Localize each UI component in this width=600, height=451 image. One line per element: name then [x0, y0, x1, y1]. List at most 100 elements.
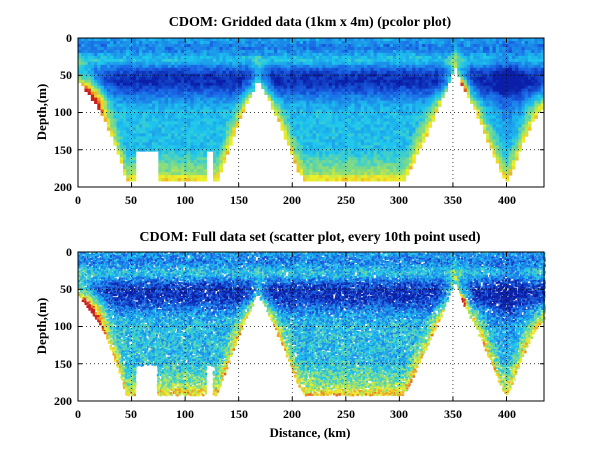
heatmap-cell [319, 64, 323, 69]
heatmap-cell [335, 88, 339, 93]
heatmap-cell [219, 52, 224, 57]
heatmap-cell [418, 130, 423, 134]
heatmap-cell [277, 109, 281, 113]
heatmap-cell [216, 106, 220, 110]
heatmap-cell [190, 79, 195, 84]
heatmap-cell [347, 64, 352, 69]
heatmap-cell [386, 115, 391, 119]
heatmap-cell [425, 64, 429, 69]
heatmap-cell [463, 55, 468, 60]
heatmap-cell [196, 175, 201, 179]
heatmap-cell [370, 49, 375, 54]
heatmap-cell [347, 109, 352, 113]
heatmap-cell [238, 100, 243, 104]
heatmap-cell [225, 106, 230, 110]
heatmap-cell [135, 85, 140, 90]
heatmap-cell [200, 76, 204, 81]
heatmap-cell [161, 43, 166, 48]
heatmap-cell [222, 52, 227, 57]
heatmap-cell [135, 64, 140, 69]
heatmap-cell [203, 103, 207, 107]
heatmap-cell [129, 172, 134, 176]
heatmap-cell [225, 58, 230, 63]
heatmap-cell [139, 43, 143, 48]
heatmap-cell [200, 100, 204, 104]
heatmap-cell [161, 91, 166, 96]
heatmap-cell [476, 91, 481, 96]
heatmap-cell [126, 157, 130, 161]
heatmap-cell [479, 97, 484, 101]
heatmap-cell [360, 124, 365, 128]
heatmap-cell [357, 172, 362, 176]
heatmap-cell [505, 52, 510, 57]
heatmap-cell [122, 61, 127, 66]
heatmap-cell [190, 151, 195, 155]
heatmap-cell [466, 79, 471, 84]
heatmap-cell [437, 46, 442, 51]
heatmap-cell [319, 43, 323, 48]
heatmap-cell [161, 46, 166, 51]
heatmap-cell [229, 127, 233, 131]
heatmap-cell [142, 136, 146, 140]
heatmap-cell [209, 97, 214, 101]
heatmap-cell [132, 157, 137, 161]
heatmap-cell [421, 73, 426, 78]
heatmap-cell [312, 157, 317, 161]
heatmap-cell [97, 88, 101, 93]
heatmap-cell [373, 160, 378, 164]
heatmap-cell [351, 166, 355, 170]
heatmap-cell [203, 85, 207, 90]
heatmap-cell [142, 79, 146, 84]
heatmap-cell [457, 67, 461, 72]
heatmap-cell [354, 82, 358, 87]
heatmap-cell [270, 64, 275, 69]
heatmap-cell [399, 124, 403, 128]
heatmap-cell [274, 64, 278, 69]
heatmap-cell [97, 61, 101, 66]
heatmap-cell [119, 127, 124, 131]
heatmap-cell [180, 76, 185, 81]
heatmap-cell [299, 46, 304, 51]
heatmap-cell [322, 142, 326, 146]
heatmap-cell [383, 103, 387, 107]
heatmap-cell [113, 94, 117, 98]
heatmap-cell [331, 64, 336, 69]
heatmap-cell [412, 58, 416, 63]
heatmap-cell [196, 49, 201, 54]
heatmap-cell [78, 55, 82, 60]
heatmap-cell [132, 142, 137, 146]
heatmap-cell [164, 142, 169, 146]
heatmap-cell [235, 58, 240, 63]
heatmap-cell [280, 109, 285, 113]
heatmap-cell [364, 88, 368, 93]
heatmap-cell [122, 76, 127, 81]
heatmap-cell [248, 40, 252, 45]
heatmap-cell [110, 97, 114, 101]
heatmap-cell [444, 55, 448, 60]
heatmap-cell [151, 118, 156, 122]
heatmap-cell [84, 46, 89, 51]
heatmap-cell [126, 58, 130, 63]
heatmap-cell [450, 55, 455, 60]
heatmap-cell [222, 160, 227, 164]
heatmap-cell [174, 91, 179, 96]
heatmap-cell [180, 106, 185, 110]
heatmap-cell [457, 43, 461, 48]
heatmap-cell [113, 52, 117, 57]
heatmap-cell [126, 118, 130, 122]
heatmap-cell [415, 109, 420, 113]
heatmap-cell [325, 121, 330, 125]
heatmap-cell [161, 70, 166, 75]
heatmap-cell [482, 85, 487, 90]
heatmap-cell [306, 169, 310, 173]
heatmap-cell [447, 52, 452, 57]
heatmap-cell [492, 38, 497, 42]
heatmap-cell [110, 94, 114, 98]
heatmap-cell [389, 124, 394, 128]
heatmap-cell [174, 115, 179, 119]
heatmap-cell [373, 112, 378, 116]
heatmap-cell [177, 58, 182, 63]
heatmap-cell [122, 103, 127, 107]
heatmap-cell [148, 139, 153, 143]
heatmap-cell [203, 133, 207, 137]
